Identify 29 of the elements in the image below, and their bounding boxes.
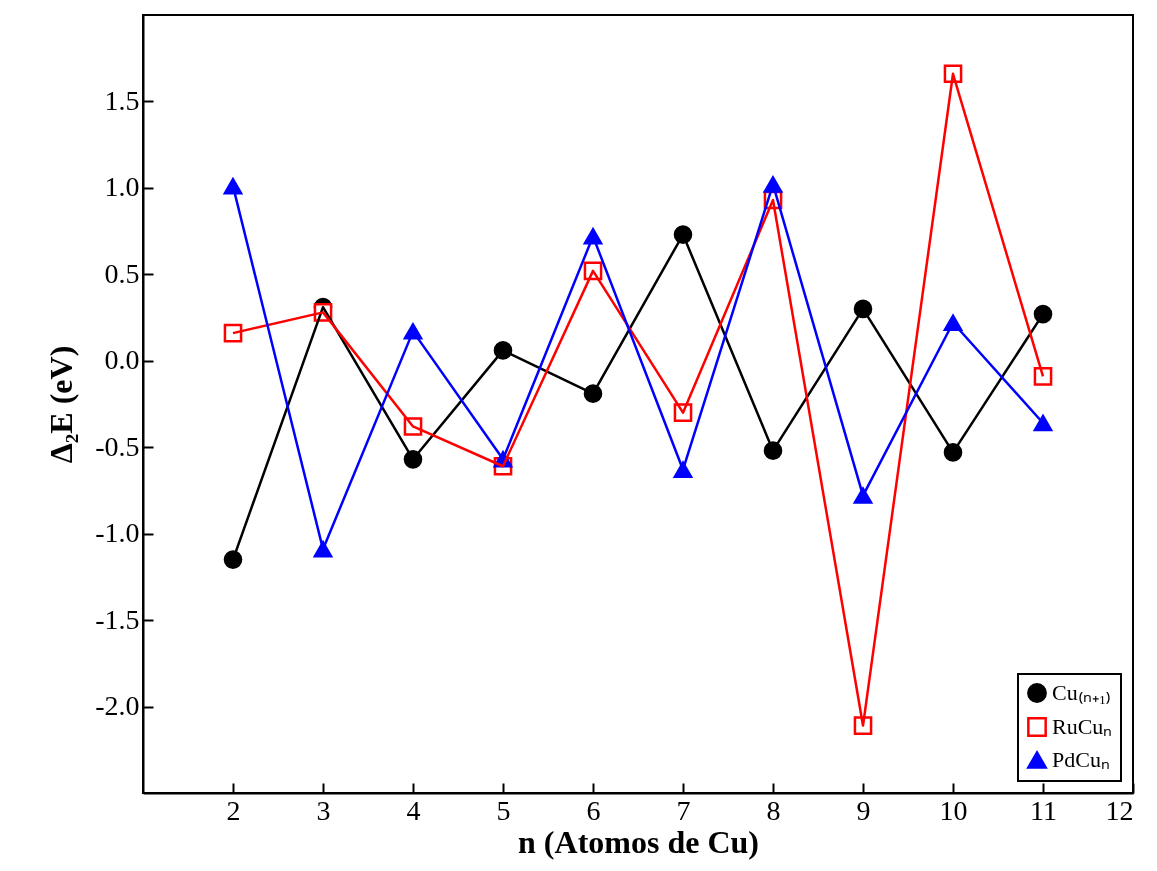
y-tick-label: 0.0 bbox=[104, 344, 140, 376]
x-tick-label: 8 bbox=[766, 794, 781, 826]
point bbox=[223, 550, 243, 569]
y-tick-label: 1.0 bbox=[104, 171, 140, 203]
y-axis-title: Δ₂E (eV) bbox=[43, 345, 80, 464]
x-tick-label: 4 bbox=[406, 794, 421, 826]
y-tick-label: 0.5 bbox=[104, 257, 140, 289]
y-tick-label: -1.5 bbox=[95, 603, 140, 635]
legend-label: PdCuₙ bbox=[1052, 747, 1110, 772]
x-tick-label: 9 bbox=[856, 794, 871, 826]
x-tick-label: 5 bbox=[496, 794, 511, 826]
x-tick-label: 10 bbox=[939, 794, 968, 826]
y-tick-label: 1.5 bbox=[104, 84, 140, 116]
legend-label: RuCuₙ bbox=[1052, 714, 1113, 739]
legend-label: Cu₍ₙ₊₁₎ bbox=[1052, 680, 1112, 705]
x-tick-label: 3 bbox=[316, 794, 331, 826]
y-tick-label: -2.0 bbox=[95, 690, 140, 722]
x-tick-label: 12 bbox=[1105, 794, 1134, 826]
x-tick-label: 7 bbox=[676, 794, 691, 826]
point bbox=[1033, 304, 1053, 324]
point bbox=[1033, 414, 1053, 432]
y-tick-label: -1.0 bbox=[95, 517, 140, 549]
point bbox=[1033, 367, 1053, 386]
x-tick-label: 6 bbox=[586, 794, 601, 826]
point bbox=[853, 487, 873, 504]
x-axis-title: n (Atomos de Cu) bbox=[518, 823, 759, 860]
y-tick-label: -0.5 bbox=[95, 430, 140, 462]
x-tick-label: 11 bbox=[1030, 794, 1057, 826]
x-tick-label: 2 bbox=[226, 794, 241, 826]
